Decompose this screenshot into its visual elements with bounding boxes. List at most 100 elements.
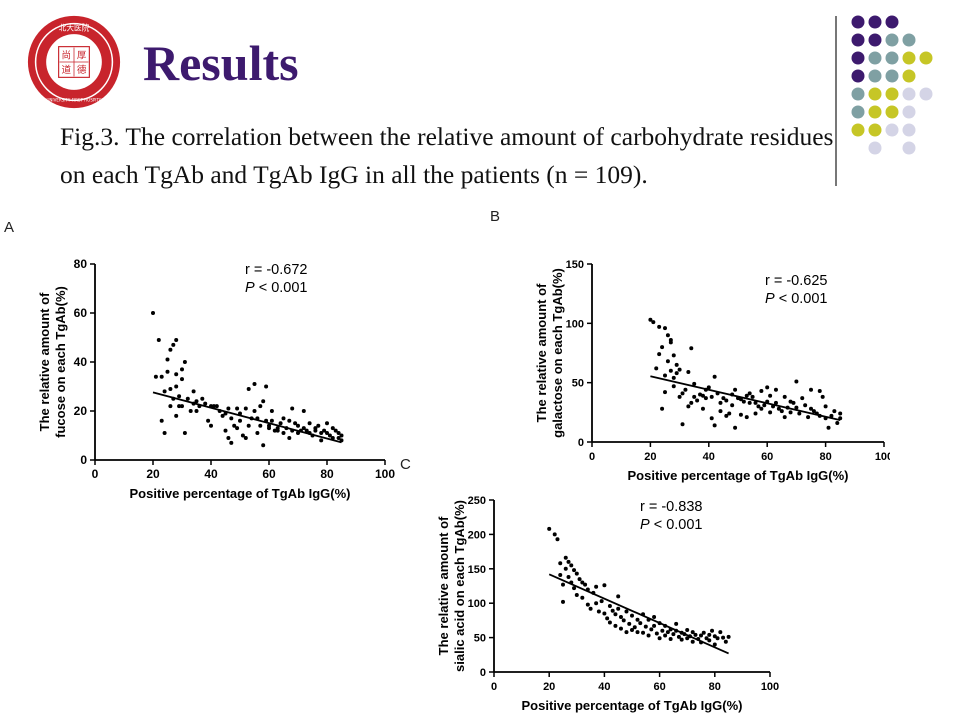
decor-dot (885, 105, 899, 119)
data-point (680, 422, 685, 427)
data-point (700, 406, 705, 411)
correlation-r-label: r = -0.672 (245, 262, 307, 278)
p-value-symbol: P (765, 291, 775, 307)
data-point (744, 415, 749, 420)
data-point (156, 337, 161, 342)
data-point (721, 396, 726, 401)
data-point (566, 575, 571, 580)
data-point (246, 386, 251, 391)
vertical-divider (835, 16, 837, 186)
p-value-label: P < 0.001 (640, 517, 702, 533)
data-point (281, 431, 286, 436)
data-point (547, 526, 552, 531)
data-point (800, 396, 805, 401)
decor-dot (885, 87, 899, 101)
data-point (580, 595, 585, 600)
data-point (665, 630, 670, 635)
data-point (685, 628, 690, 633)
data-point (200, 396, 205, 401)
data-point (663, 326, 667, 331)
p-value-text: < 0.001 (255, 280, 308, 296)
data-point (665, 359, 670, 364)
data-point (583, 582, 588, 587)
decorative-dot-grid (851, 15, 933, 155)
y-axis-label-line: sialic acid on each TgAb(%) (452, 500, 467, 672)
data-point (580, 580, 585, 585)
decor-dot (868, 141, 882, 155)
x-tick-label: 60 (761, 451, 773, 463)
data-point (180, 377, 184, 382)
data-point (238, 418, 242, 423)
x-axis-label: Positive percentage of TgAb IgG(%) (627, 468, 848, 483)
data-point (261, 399, 266, 404)
data-point (641, 630, 646, 635)
data-point (718, 400, 723, 405)
data-point (275, 426, 280, 431)
x-tick-label: 20 (543, 681, 555, 693)
panel-label-c: C (400, 456, 411, 473)
data-point (226, 406, 231, 411)
data-point (613, 623, 618, 628)
scatter-chart-sialic-acid: 0 50 100 150 200 250 0 20 40 60 80 100 Positive perc… (436, 495, 779, 713)
data-point (621, 618, 626, 623)
x-tick-label: 0 (491, 681, 497, 693)
p-value-symbol: P (245, 280, 255, 296)
data-point (671, 353, 676, 358)
data-point (330, 426, 335, 431)
data-point (162, 431, 167, 436)
data-point (671, 384, 676, 389)
y-axis-label-line: The relative amount of (534, 283, 549, 422)
data-point (246, 423, 251, 428)
decor-dot (902, 87, 916, 101)
data-point (671, 375, 676, 380)
data-point (707, 632, 712, 637)
data-point (588, 606, 593, 611)
decor-dot (868, 123, 882, 137)
data-point (660, 406, 665, 411)
data-point (744, 393, 749, 398)
data-point (668, 340, 673, 345)
data-point (791, 400, 796, 405)
data-point (668, 636, 673, 641)
data-point (809, 406, 813, 411)
data-point (724, 398, 729, 403)
data-point (555, 537, 560, 542)
decor-dot (851, 69, 865, 83)
data-point (695, 398, 700, 403)
data-point (594, 584, 599, 589)
data-point (177, 394, 182, 399)
data-point (572, 568, 577, 573)
data-point (223, 428, 228, 433)
data-point (835, 421, 840, 426)
data-point (753, 400, 758, 405)
scatter-chart-galactose: 0 50 100 150 0 20 40 60 80 100 Positive percentage… (534, 259, 890, 483)
decor-dot (868, 87, 882, 101)
data-point (733, 425, 738, 430)
data-point (185, 396, 190, 401)
data-point (674, 621, 679, 626)
logo-ring-text: PEKING UNIVERSITY FIRST HOSPITAL ·1915· (30, 97, 117, 102)
data-point (605, 616, 610, 621)
logo-char: 尚 (62, 50, 72, 62)
y-tick-label: 60 (74, 306, 88, 320)
data-point (613, 612, 618, 617)
data-point (209, 423, 213, 428)
decor-dot (902, 141, 916, 155)
y-tick-label: 80 (74, 257, 88, 271)
decor-dot (868, 15, 882, 29)
data-point (153, 374, 158, 379)
data-point (654, 366, 659, 371)
data-point (336, 431, 341, 436)
data-point (665, 333, 670, 338)
data-point (635, 630, 640, 635)
data-point (677, 367, 682, 372)
decor-dot (902, 105, 916, 119)
data-point (607, 603, 612, 608)
data-point (572, 586, 577, 591)
data-point (657, 636, 662, 641)
data-point (747, 400, 752, 405)
data-point (707, 638, 712, 643)
x-tick-label: 0 (589, 451, 595, 463)
regression-line (548, 573, 729, 655)
data-point (168, 347, 173, 352)
